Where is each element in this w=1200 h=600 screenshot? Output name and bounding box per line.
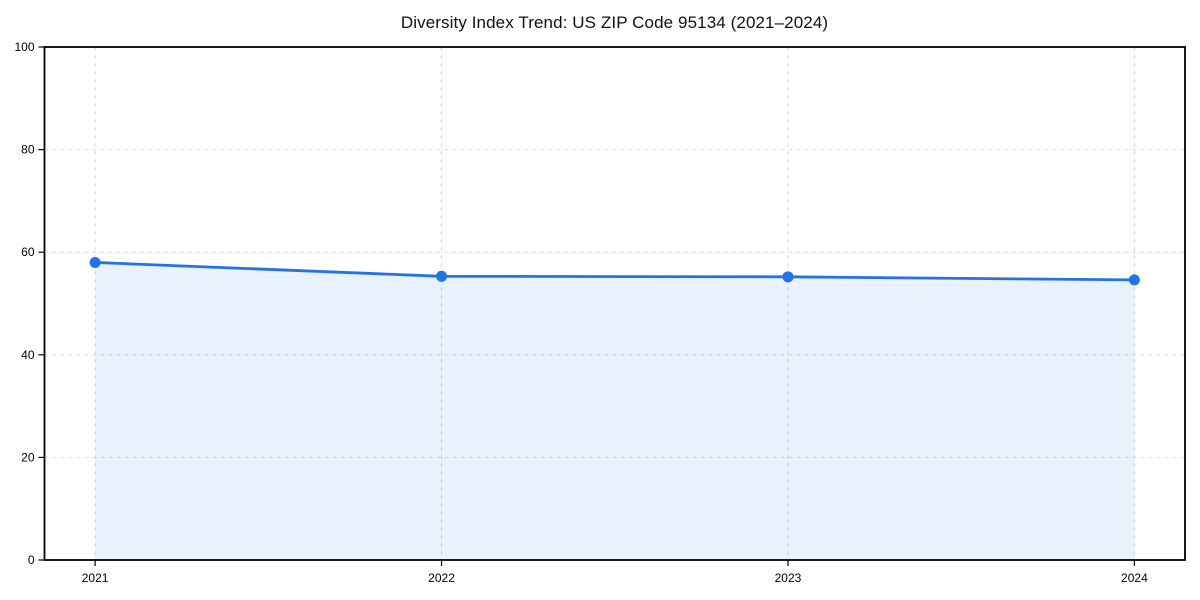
x-axis-tick-label: 2024 <box>1121 571 1148 585</box>
y-axis-tick-label: 40 <box>21 348 35 362</box>
data-point-marker <box>1128 274 1140 286</box>
y-axis-tick-label: 0 <box>28 553 35 567</box>
data-point-marker <box>436 270 448 282</box>
area-fill <box>95 262 1135 560</box>
y-axis-tick-label: 20 <box>21 450 35 464</box>
data-point-marker <box>782 271 794 283</box>
y-axis-tick-label: 80 <box>21 143 35 157</box>
plot-border <box>43 46 1186 561</box>
chart-title: Diversity Index Trend: US ZIP Code 95134… <box>400 13 829 32</box>
trend-line <box>93 261 1136 282</box>
data-point-marker <box>89 256 101 268</box>
y-axis-tick-label: 100 <box>14 40 34 54</box>
x-axis-tick-label: 2021 <box>82 571 109 585</box>
x-axis-tick-label: 2022 <box>428 571 455 585</box>
y-axis-tick-label: 60 <box>21 245 35 259</box>
x-axis-tick-label: 2023 <box>775 571 802 585</box>
